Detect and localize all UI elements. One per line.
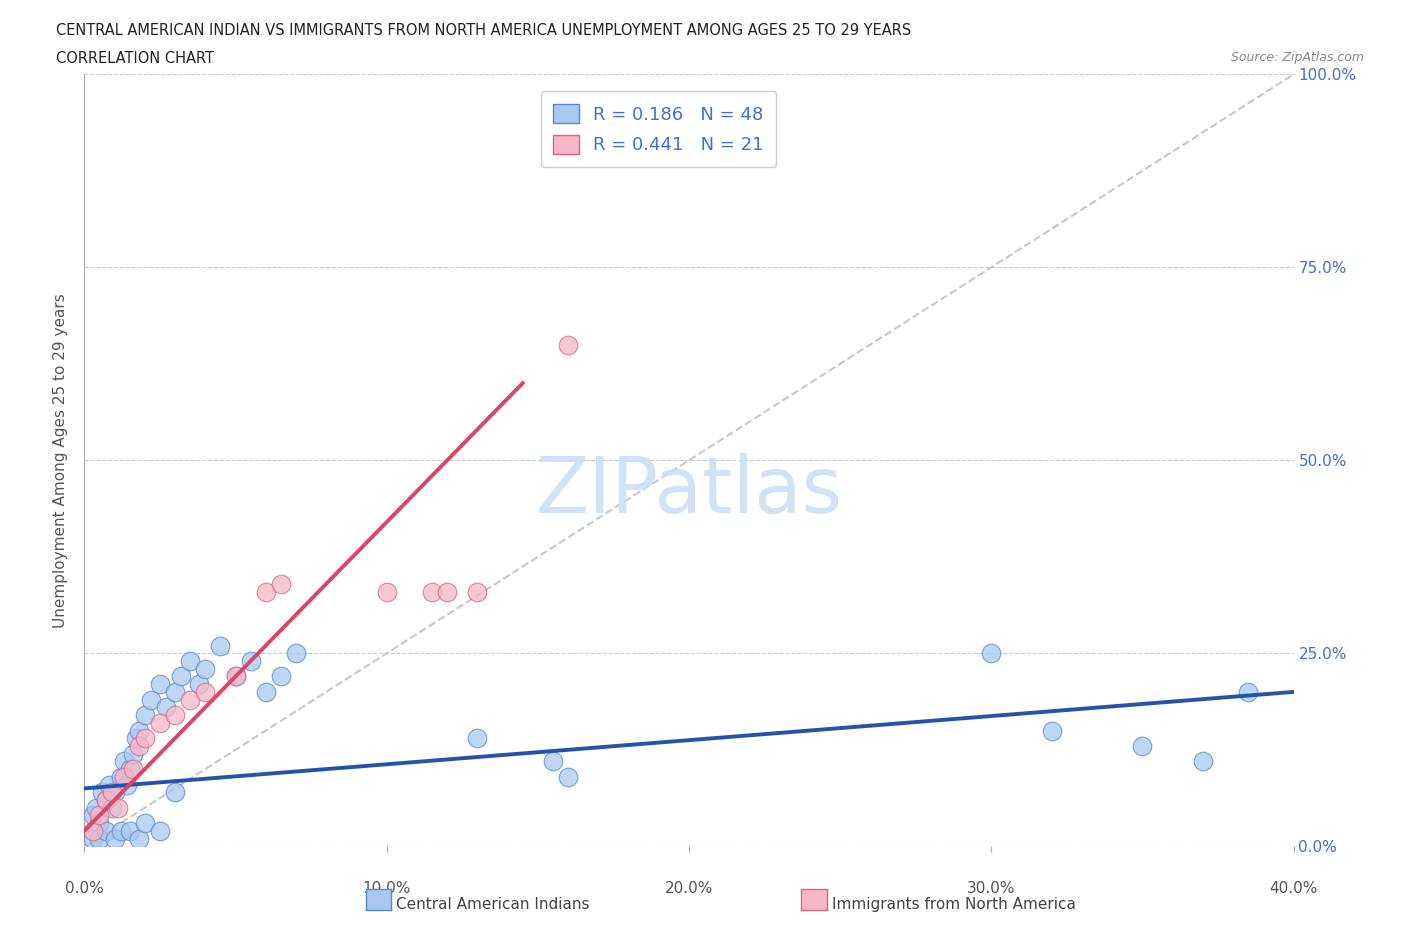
Point	[179, 654, 201, 669]
Text: 10.0%: 10.0%	[363, 881, 411, 896]
Point	[170, 669, 193, 684]
Point	[270, 577, 292, 591]
Point	[104, 831, 127, 846]
Point	[97, 777, 120, 792]
Point	[118, 762, 141, 777]
Point	[239, 654, 262, 669]
Point	[134, 708, 156, 723]
Point	[121, 762, 143, 777]
Text: CORRELATION CHART: CORRELATION CHART	[56, 51, 214, 66]
Point	[89, 831, 111, 846]
Point	[155, 700, 177, 715]
Point	[165, 708, 187, 723]
Point	[112, 769, 135, 784]
Point	[86, 800, 108, 815]
Point	[194, 684, 217, 699]
Point	[1130, 738, 1153, 753]
Point	[1237, 684, 1260, 699]
Point	[82, 831, 104, 846]
Point	[128, 738, 150, 753]
Point	[94, 823, 117, 838]
Point	[467, 731, 489, 746]
Point	[149, 677, 172, 692]
Point	[1040, 724, 1063, 738]
Point	[467, 584, 489, 599]
Text: 40.0%: 40.0%	[1270, 881, 1317, 896]
Point	[270, 669, 292, 684]
Point	[104, 785, 127, 800]
Y-axis label: Unemployment Among Ages 25 to 29 years: Unemployment Among Ages 25 to 29 years	[53, 293, 69, 628]
Point	[254, 584, 277, 599]
Point	[115, 777, 138, 792]
Point	[254, 684, 277, 699]
Point	[125, 731, 148, 746]
Point	[118, 823, 141, 838]
Point	[121, 746, 143, 761]
Point	[107, 800, 129, 815]
Point	[89, 816, 111, 830]
Point	[541, 754, 564, 769]
Point	[194, 661, 217, 676]
Text: Source: ZipAtlas.com: Source: ZipAtlas.com	[1230, 51, 1364, 64]
Point	[82, 823, 104, 838]
Point	[420, 584, 443, 599]
Point	[100, 785, 122, 800]
Point	[82, 808, 104, 823]
Point	[149, 823, 172, 838]
Point	[134, 816, 156, 830]
Point	[128, 831, 150, 846]
Point	[1192, 754, 1215, 769]
Point	[139, 692, 162, 707]
Point	[134, 731, 156, 746]
Point	[980, 646, 1002, 661]
Point	[165, 684, 187, 699]
Point	[89, 808, 111, 823]
Text: Central American Indians: Central American Indians	[396, 897, 591, 912]
Point	[436, 584, 458, 599]
Point	[557, 338, 579, 352]
Point	[91, 785, 114, 800]
Legend: R = 0.186   N = 48, R = 0.441   N = 21: R = 0.186 N = 48, R = 0.441 N = 21	[541, 91, 776, 167]
Point	[112, 754, 135, 769]
Point	[179, 692, 201, 707]
Point	[110, 823, 132, 838]
Point	[557, 769, 579, 784]
Point	[165, 785, 187, 800]
Point	[94, 792, 117, 807]
Text: CENTRAL AMERICAN INDIAN VS IMMIGRANTS FROM NORTH AMERICA UNEMPLOYMENT AMONG AGES: CENTRAL AMERICAN INDIAN VS IMMIGRANTS FR…	[56, 23, 911, 38]
Text: 0.0%: 0.0%	[65, 881, 104, 896]
Text: 30.0%: 30.0%	[967, 881, 1015, 896]
Text: ZIPatlas: ZIPatlas	[536, 453, 842, 529]
Point	[110, 769, 132, 784]
Point	[94, 792, 117, 807]
Point	[188, 677, 211, 692]
Point	[285, 646, 308, 661]
Point	[225, 669, 247, 684]
Point	[375, 584, 398, 599]
Point	[128, 724, 150, 738]
Text: 20.0%: 20.0%	[665, 881, 713, 896]
Point	[209, 638, 232, 653]
Point	[225, 669, 247, 684]
Point	[100, 800, 122, 815]
Text: Immigrants from North America: Immigrants from North America	[832, 897, 1076, 912]
Point	[149, 715, 172, 730]
